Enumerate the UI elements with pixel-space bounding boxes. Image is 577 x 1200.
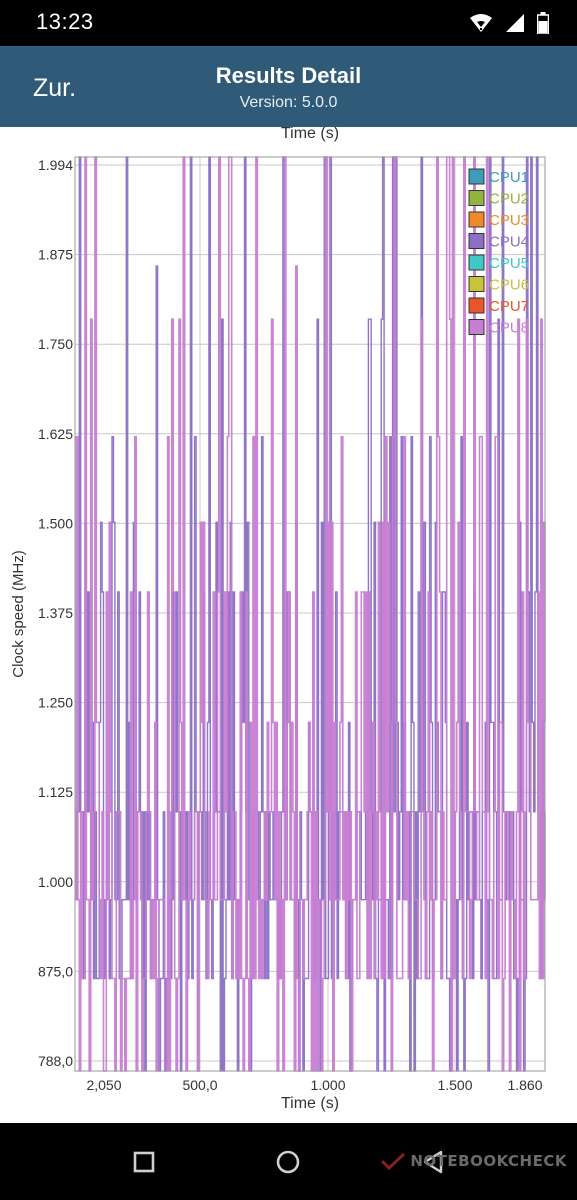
cellular-signal-icon	[506, 14, 524, 32]
legend-label-cpu3[interactable]: CPU3	[489, 212, 529, 229]
version-label: Version: 5.0.0	[239, 94, 338, 111]
x-tick-labels: 2,050 500,0 1.000 1.500 1.860	[86, 1077, 542, 1093]
wifi-icon	[470, 14, 492, 32]
y-tick-label: 875,0	[38, 963, 73, 979]
series-line-cpu8	[75, 156, 546, 1072]
back-button[interactable]: Zur.	[33, 74, 77, 102]
back-nav-icon[interactable]	[418, 1147, 448, 1177]
series-layer	[75, 156, 546, 1072]
navigation-bar: NOTEBOOKCHECK	[0, 1123, 577, 1200]
y-tick-label: 1.994	[38, 157, 73, 173]
legend-swatch-cpu1[interactable]	[468, 168, 485, 185]
x-tick-label: 1.000	[310, 1077, 345, 1093]
status-bar: 13:23	[0, 0, 577, 46]
y-tick-label: 1.625	[38, 426, 73, 442]
chart-container[interactable]: 1.994 1.875 1.750 1.625 1.500 1.375 1.250 1.125…	[0, 127, 577, 1123]
y-tick-label: 1.375	[38, 605, 73, 621]
y-tick-label: 1.500	[38, 515, 73, 531]
home-icon[interactable]	[273, 1147, 303, 1177]
legend-swatch-cpu4[interactable]	[468, 233, 485, 249]
legend-swatch-cpu7[interactable]	[468, 297, 485, 314]
x-tick-label: 1.860	[507, 1077, 542, 1093]
y-axis-label: Clock speed (MHz)	[10, 550, 27, 678]
legend-label-cpu2[interactable]: CPU2	[489, 191, 529, 208]
x-tick-label: 1.500	[437, 1077, 472, 1093]
legend-label-cpu5[interactable]: CPU5	[489, 255, 529, 272]
y-tick-label: 788,0	[38, 1053, 73, 1069]
top-axis-label: Time (s)	[281, 127, 339, 142]
legend-label-cpu6[interactable]: CPU6	[489, 277, 529, 294]
legend-swatch-cpu6[interactable]	[468, 276, 485, 292]
y-tick-label: 1.250	[38, 695, 73, 711]
x-tick-label: 2,050	[86, 1077, 121, 1093]
plot-frame	[74, 156, 546, 1072]
watermark-text: NOTEBOOKCHECK	[410, 1152, 567, 1170]
recents-icon[interactable]	[129, 1147, 159, 1177]
legend-label-cpu4[interactable]: CPU4	[489, 234, 529, 251]
legend-swatch-cpu3[interactable]	[468, 211, 485, 228]
notebookcheck-watermark: NOTEBOOKCHECK	[380, 1152, 567, 1170]
y-tick-label: 1.125	[38, 784, 73, 800]
legend-label-cpu8[interactable]: CPU8	[489, 320, 529, 337]
app-bar: Zur. Results Detail Version: 5.0.0	[0, 46, 577, 127]
y-tick-label: 1.000	[38, 874, 73, 890]
y-tick-labels: 1.994 1.875 1.750 1.625 1.500 1.375 1.250 1.125…	[38, 157, 73, 1069]
y-tick-label: 1.875	[38, 247, 73, 263]
legend-label-cpu7[interactable]: CPU7	[489, 298, 529, 315]
battery-icon	[537, 12, 549, 34]
x-axis-label: Time (s)	[281, 1095, 339, 1112]
legend-swatch-cpu5[interactable]	[468, 254, 485, 271]
notebookcheck-logo-icon	[381, 1152, 406, 1170]
clock-speed-chart[interactable]: 1.994 1.875 1.750 1.625 1.500 1.375 1.250 1.125…	[0, 127, 577, 1123]
chart-legend[interactable]: CPU1 CPU2 CPU3 CPU4 CPU5 CPU6 CPU7 CPU8	[468, 168, 529, 337]
legend-swatch-cpu8[interactable]	[468, 319, 485, 335]
status-icons	[469, 12, 549, 34]
legend-label-cpu1[interactable]: CPU1	[489, 169, 529, 186]
page-title: Results Detail	[215, 63, 362, 88]
legend-swatch-cpu2[interactable]	[468, 190, 485, 206]
y-tick-label: 1.750	[38, 336, 73, 352]
x-tick-label: 500,0	[182, 1077, 217, 1093]
status-time: 13:23	[36, 9, 94, 34]
